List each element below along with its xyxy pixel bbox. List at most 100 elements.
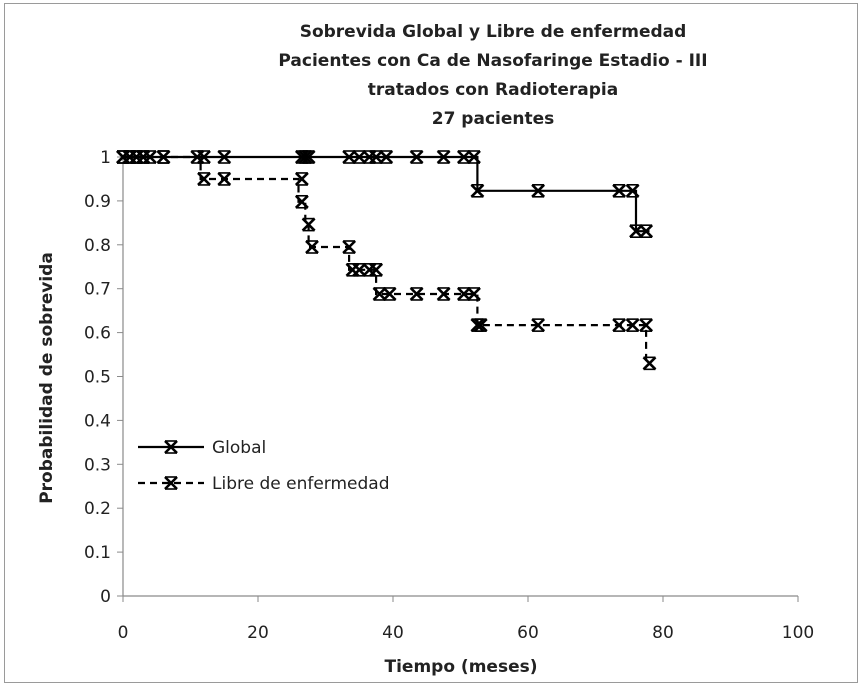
marker-stroke: [639, 224, 654, 239]
y-tick-label: 0.7: [84, 280, 111, 300]
marker-stroke: [467, 287, 481, 301]
marker-stroke: [531, 318, 546, 333]
legend-item: Libre de enfermedad: [138, 474, 390, 494]
data-point-marker: [409, 150, 424, 164]
marker-stroke: [470, 318, 485, 333]
data-point-marker: [217, 172, 232, 186]
marker-stroke: [436, 150, 451, 164]
data-point-marker: [625, 183, 640, 198]
data-point-marker: [642, 356, 657, 371]
chart-title-line: tratados con Radioterapia: [368, 80, 618, 100]
legend-label: Global: [212, 438, 266, 458]
marker-stroke: [531, 183, 546, 198]
y-tick-label: 0.3: [84, 455, 111, 475]
legend: Global Libre de enfermedad: [138, 438, 390, 494]
data-point-marker: [369, 262, 384, 277]
marker-stroke: [379, 150, 394, 164]
marker-stroke: [217, 150, 232, 164]
data-point-marker: [612, 183, 627, 198]
data-point-marker: [305, 240, 319, 254]
x-tick-label: 60: [517, 623, 539, 643]
data-point-marker: [473, 318, 488, 333]
marker-stroke: [369, 150, 384, 164]
marker-stroke: [298, 150, 313, 164]
data-point-marker: [409, 287, 424, 301]
data-point-marker: [294, 172, 309, 186]
marker-stroke: [156, 150, 171, 164]
chart-title: Sobrevida Global y Libre de enfermedad Pa…: [278, 22, 707, 129]
data-point-marker: [470, 183, 485, 198]
data-point-marker: [456, 150, 471, 164]
marker-stroke: [629, 224, 643, 239]
data-point-marker: [639, 318, 654, 333]
marker-stroke: [369, 262, 384, 277]
data-point-marker: [612, 318, 627, 333]
marker-stroke: [473, 318, 488, 333]
data-point-marker: [379, 150, 394, 164]
marker-stroke: [382, 287, 397, 301]
marker-stroke: [456, 150, 471, 164]
x-tick-label: 20: [247, 623, 269, 643]
data-point-marker: [156, 150, 171, 164]
data-point-marker: [342, 150, 357, 164]
data-point-marker: [136, 150, 151, 164]
marker-stroke: [436, 287, 451, 301]
data-point-marker: [197, 150, 211, 164]
x-tick-label: 40: [382, 623, 404, 643]
marker-stroke: [294, 172, 309, 186]
data-point-marker: [197, 172, 211, 186]
x-tick-label: 80: [652, 623, 674, 643]
marker-stroke: [612, 318, 627, 333]
y-tick-label: 0.5: [84, 368, 111, 388]
marker-stroke: [301, 217, 316, 232]
marker-stroke: [197, 172, 211, 186]
y-tick-label: 1: [100, 148, 111, 168]
data-point-marker: [436, 150, 451, 164]
chart-frame: [4, 3, 858, 683]
marker-stroke: [342, 150, 357, 164]
x-tick-label: 0: [118, 623, 129, 643]
axes: 0 0.1 0.2 0.3 0.4 0.5 0.6 0.7 0.8 0.9 1 0 20 40 60 80 10…: [37, 148, 814, 677]
y-tick-label: 0.1: [84, 543, 111, 563]
y-tick-label: 0: [100, 587, 111, 607]
data-point-marker: [625, 318, 640, 333]
data-point-marker: [639, 224, 654, 239]
series-libre-de-enfermedad: [116, 150, 657, 371]
y-tick-label: 0.6: [84, 324, 111, 344]
marker-stroke: [301, 150, 316, 164]
marker-stroke: [409, 150, 424, 164]
marker-stroke: [294, 194, 309, 209]
data-point-marker: [629, 224, 643, 239]
y-tick-label: 0.8: [84, 236, 111, 256]
marker-stroke: [639, 318, 654, 333]
legend-label: Libre de enfermedad: [212, 474, 390, 494]
marker-stroke: [409, 287, 424, 301]
y-tick-label: 0.2: [84, 499, 111, 519]
data-point-marker: [294, 194, 309, 209]
marker-stroke: [164, 440, 178, 454]
legend-marker: [164, 476, 178, 490]
legend-item: Global: [138, 438, 266, 458]
data-point-marker: [352, 150, 367, 164]
data-point-marker: [217, 150, 232, 164]
y-tick-label: 0.4: [84, 411, 111, 431]
data-point-marker: [301, 217, 316, 232]
chart-title-line: 27 pacientes: [432, 109, 555, 129]
marker-stroke: [217, 172, 232, 186]
x-tick-label: 100: [782, 623, 814, 643]
marker-stroke: [642, 356, 657, 371]
data-point-marker: [352, 262, 367, 277]
data-point-marker: [467, 287, 481, 301]
data-point-marker: [456, 287, 471, 301]
marker-stroke: [625, 318, 640, 333]
series-global: [116, 150, 654, 239]
marker-stroke: [467, 150, 481, 164]
marker-stroke: [352, 262, 367, 277]
marker-stroke: [470, 183, 485, 198]
data-point-marker: [382, 287, 397, 301]
marker-stroke: [164, 476, 178, 490]
series-layer: [116, 150, 657, 371]
marker-stroke: [197, 150, 211, 164]
marker-stroke: [372, 287, 387, 301]
